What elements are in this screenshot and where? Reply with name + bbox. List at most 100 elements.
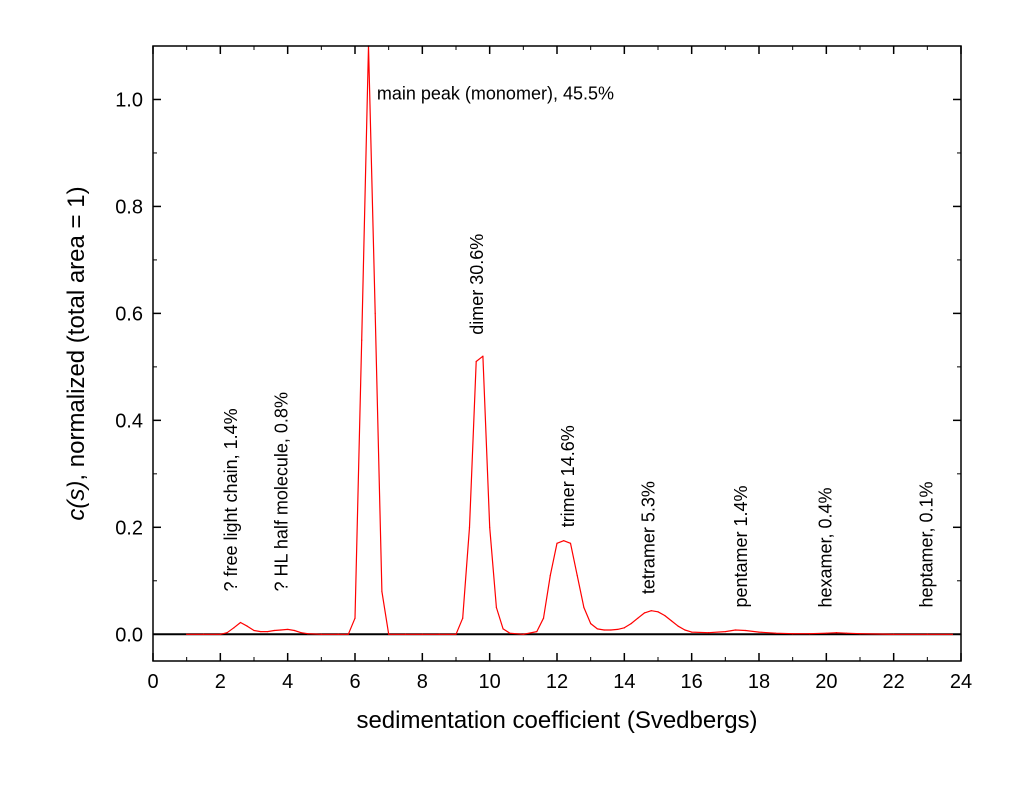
curve-layer [153,45,962,636]
x-tick-label: 24 [950,671,972,693]
data-point [293,629,295,632]
x-tick-label: 8 [417,671,428,693]
data-point [792,633,794,635]
data-point [596,628,599,630]
data-point [845,632,848,634]
x-tick-label: 12 [546,671,568,693]
data-point [664,614,666,617]
y-axis-title-rest: , normalized (total area = 1) [63,186,90,480]
data-point [670,620,673,622]
y-tick-label: 0.4 [115,410,143,432]
peak-annotation: hexamer, 0.4% [815,487,835,607]
data-point [576,574,578,577]
x-tick-label: 14 [613,671,635,693]
data-point [590,622,592,625]
data-point [455,633,457,635]
data-point [775,632,777,634]
data-point [859,633,861,635]
peak-annotation: pentamer 1.4% [731,485,751,607]
data-point [808,633,811,635]
data-point [623,627,625,629]
data-point [307,633,309,635]
data-point [468,526,471,528]
data-point [421,633,423,635]
data-point [926,633,928,635]
data-point [734,629,737,631]
data-point [825,632,827,634]
y-axis-title-italic: c(s) [63,481,90,521]
data-point [300,632,302,634]
data-point [549,574,551,577]
x-tick-label: 0 [147,671,158,693]
y-axis-title: c(s), normalized (total area = 1) [63,186,90,520]
data-point [569,542,572,544]
y-tick-label: 0.0 [115,624,143,646]
data-point [556,542,558,544]
data-point [522,633,524,635]
data-point [684,629,686,631]
data-point [287,628,289,631]
data-point [266,630,269,633]
data-point [273,629,275,632]
peak-annotation: ? HL half molecule, 0.8% [272,392,292,591]
data-point [482,355,484,357]
peak-annotation: ? free light chain, 1.4% [221,408,241,591]
data-point [462,617,464,619]
data-point [677,625,679,627]
data-point [337,633,339,635]
data-point [226,632,228,634]
x-tick-label: 18 [748,671,770,693]
data-point [542,617,545,619]
data-point [617,628,619,631]
x-tick-label: 4 [282,671,293,693]
x-axis-title: sedimentation coefficient (Svedbergs) [356,707,757,734]
data-point [404,633,407,635]
data-point [650,610,652,612]
data-point [489,526,491,528]
x-tick-label: 20 [815,671,837,693]
data-point [744,629,747,632]
data-point [347,633,349,635]
data-point [202,633,205,635]
data-point [381,590,383,593]
data-point [320,633,322,635]
label-layer: main peak (monomer), 45.5% ? free light c… [221,83,936,607]
y-tick-label: 0.2 [115,517,143,539]
data-point [610,629,612,631]
data-point [583,606,585,609]
data-point [219,633,221,635]
data-point [707,632,710,634]
data-point [246,625,248,627]
y-tick-label: 1.0 [115,89,143,111]
data-point [643,612,646,614]
peak-annotation: heptamer, 0.1% [916,481,936,607]
series-line-0 [186,45,961,635]
data-point [186,633,188,635]
data-point [509,632,511,634]
data-point [893,633,895,635]
data-point [354,617,356,619]
data-point [495,606,497,609]
y-tick-label: 0.6 [115,303,143,325]
data-point [253,629,255,632]
data-point [361,339,363,341]
data-point [475,360,477,363]
y-tick-label: 0.8 [115,196,143,218]
x-tick-label: 16 [681,671,703,693]
peak-annotation: dimer 30.6% [467,234,487,335]
data-point [691,631,693,633]
peak-annotation: trimer 14.6% [558,425,578,527]
data-point [280,629,282,631]
data-point [603,629,605,631]
data-point [438,633,440,635]
data-point [758,631,760,633]
data-point [536,630,538,633]
data-point [637,617,639,619]
data-point [388,633,390,635]
data-point [835,632,838,634]
axis-layer: 0 2 4 6 8 10 12 14 16 18 20 22 240.00.20.40.60.81.0 [115,45,972,693]
data-point [233,627,235,629]
x-tick-label: 10 [479,671,501,693]
data-point [563,540,565,542]
